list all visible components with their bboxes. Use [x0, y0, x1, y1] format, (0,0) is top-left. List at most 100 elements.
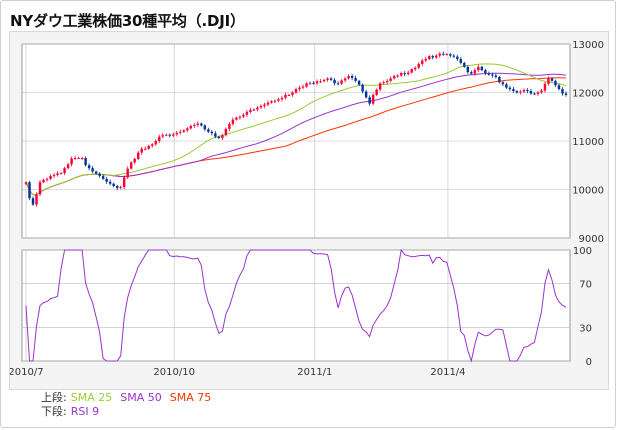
- candle-body: [494, 75, 498, 77]
- candle-body: [277, 99, 280, 101]
- candle-body: [56, 173, 59, 175]
- candle-body: [459, 59, 463, 63]
- candle-body: [319, 81, 322, 83]
- candle-body: [473, 70, 477, 74]
- legend-lower-label: 下段:: [41, 405, 67, 418]
- price-tick-label: 11000: [572, 137, 604, 148]
- candle-body: [179, 131, 182, 133]
- legend-upper-label: 上段:: [41, 391, 67, 404]
- candle-body: [158, 136, 161, 141]
- candle-body: [329, 78, 333, 80]
- candle-body: [231, 119, 235, 125]
- candle-body: [399, 73, 403, 76]
- candle-body: [340, 80, 343, 84]
- candle-body: [301, 86, 305, 88]
- candle-body: [101, 175, 105, 179]
- candle-body: [108, 181, 112, 184]
- candle-body: [445, 54, 448, 56]
- price-tick-label: 10000: [572, 186, 604, 197]
- candle-body: [24, 182, 28, 185]
- rsi-tick-label: 70: [579, 279, 592, 290]
- candle-body: [403, 73, 406, 75]
- candle-body: [245, 111, 249, 115]
- candle-body: [515, 91, 519, 93]
- candle-body: [410, 69, 413, 73]
- candle-body: [396, 75, 399, 77]
- candle-body: [382, 82, 385, 84]
- legend-rsi: RSI 9: [70, 405, 100, 418]
- candle-body: [196, 123, 200, 125]
- candle-body: [31, 198, 35, 205]
- candle-body: [28, 182, 31, 199]
- candle-body: [505, 84, 508, 88]
- candle-body: [256, 107, 259, 110]
- rsi-tick-label: 0: [586, 357, 592, 368]
- candle-body: [322, 79, 326, 82]
- candle-body: [52, 174, 56, 176]
- candle-body: [431, 56, 434, 58]
- candle-body: [487, 73, 491, 75]
- candle-body: [49, 175, 52, 179]
- candle-body: [242, 114, 245, 117]
- candle-body: [291, 92, 294, 95]
- candle-body: [133, 158, 136, 163]
- candle-body: [343, 78, 347, 81]
- candle-body: [417, 63, 420, 68]
- candle-body: [347, 76, 350, 79]
- candle-body: [270, 101, 273, 103]
- candle-body: [172, 134, 175, 136]
- candle-body: [273, 100, 277, 102]
- candle-body: [547, 78, 550, 84]
- candle-body: [70, 158, 73, 165]
- candle-body: [424, 59, 427, 61]
- candle-body: [280, 97, 284, 100]
- candle-body: [519, 91, 522, 93]
- chart-legend: 上段: SMA 25 SMA 50 SMA 75 下段: RSI 9: [41, 391, 219, 419]
- candle-body: [175, 132, 178, 135]
- candle-body: [210, 131, 214, 134]
- candle-body: [491, 74, 494, 76]
- candle-body: [350, 76, 354, 78]
- candle-body: [564, 93, 568, 95]
- candle-body: [168, 134, 171, 136]
- candle-body: [540, 90, 543, 93]
- candle-body: [550, 78, 554, 81]
- candle-body: [354, 77, 357, 81]
- legend-lower-row: 下段: RSI 9: [41, 405, 219, 419]
- candle-body: [533, 93, 536, 95]
- candle-body: [140, 148, 143, 153]
- candle-body: [414, 67, 417, 70]
- candle-body: [385, 80, 389, 83]
- candle-body: [456, 56, 459, 60]
- candle-body: [529, 91, 533, 94]
- candle-body: [87, 165, 91, 169]
- candle-body: [389, 78, 392, 81]
- candle-body: [452, 55, 456, 57]
- candle-body: [112, 183, 115, 187]
- candle-body: [561, 89, 564, 94]
- chart-panel: 13000 12000 11000 10000 9000 100 70 30 0 2010/7 20…: [9, 31, 609, 390]
- candle-body: [126, 168, 129, 178]
- candle-body: [501, 82, 505, 85]
- candle-body: [508, 87, 512, 90]
- candle-body: [161, 135, 164, 137]
- sma25-line: [25, 63, 567, 196]
- candle-body: [442, 53, 445, 55]
- candle-body: [371, 94, 375, 104]
- price-tick-label: 13000: [572, 40, 604, 51]
- candle-body: [147, 145, 150, 149]
- candle-body: [38, 182, 42, 195]
- legend-sma50: SMA 50: [120, 391, 162, 404]
- candle-body: [284, 94, 287, 98]
- candle-body: [119, 187, 122, 189]
- candle-body: [80, 157, 84, 159]
- candle-body: [66, 164, 70, 169]
- candle-body: [498, 76, 501, 83]
- candle-body: [406, 72, 410, 75]
- candle-body: [315, 81, 319, 84]
- candle-body: [477, 66, 480, 71]
- candle-body: [336, 83, 340, 85]
- candle-body: [554, 80, 557, 86]
